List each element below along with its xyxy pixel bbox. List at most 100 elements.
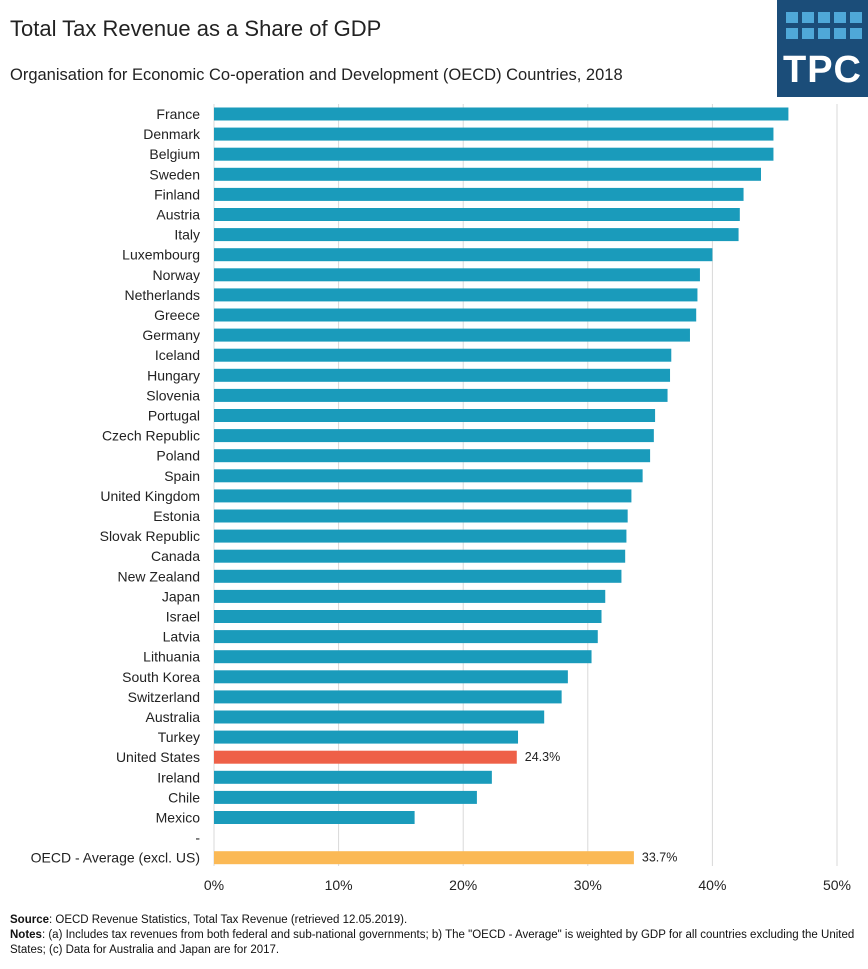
- bar-chart: 0% 10% 20% 30% 40% 50% France Denmark Belgium Swe…: [31, 104, 851, 893]
- logo-square: [802, 28, 814, 39]
- category-label: Switzerland: [128, 689, 200, 705]
- bar: [214, 650, 592, 664]
- category-label: Chile: [168, 789, 200, 805]
- notes: Notes: (a) Includes tax revenues from bo…: [10, 928, 860, 958]
- bar: [214, 348, 672, 362]
- data-label: 33.7%: [642, 851, 677, 865]
- bar: [214, 670, 568, 684]
- logo-square: [786, 28, 798, 39]
- category-label: -: [195, 830, 200, 846]
- bar: [214, 127, 774, 141]
- bar: [214, 549, 626, 563]
- category-label: Greece: [154, 307, 200, 323]
- bar: [214, 388, 668, 402]
- chart-title: Total Tax Revenue as a Share of GDP: [10, 16, 382, 41]
- notes-label: Notes: [10, 929, 42, 941]
- category-label: OECD - Average (excl. US): [31, 850, 200, 866]
- category-label: Canada: [151, 548, 200, 564]
- bar: [214, 529, 627, 543]
- category-label: Israel: [166, 609, 200, 625]
- bar: [214, 187, 744, 201]
- bar: [214, 449, 651, 463]
- bar: [214, 208, 740, 221]
- bar: [214, 308, 697, 322]
- bar: [214, 268, 700, 282]
- category-label: Denmark: [143, 126, 201, 142]
- bar: [214, 368, 671, 382]
- x-tick-label: 30%: [574, 877, 602, 893]
- bar: [214, 107, 789, 121]
- bar: [214, 690, 562, 704]
- category-label: Slovak Republic: [100, 528, 200, 544]
- logo-square: [786, 12, 798, 23]
- category-label: Poland: [156, 448, 200, 464]
- bar: [214, 610, 602, 623]
- category-label: Slovenia: [146, 387, 200, 403]
- logo-square: [818, 28, 830, 39]
- x-tick-label: 0%: [204, 877, 224, 893]
- bar: [214, 489, 632, 503]
- x-tick-label: 20%: [449, 877, 477, 893]
- source-label: Source: [10, 914, 49, 926]
- source-text: : OECD Revenue Statistics, Total Tax Rev…: [49, 914, 408, 926]
- logo-square: [834, 28, 846, 39]
- category-label: Czech Republic: [102, 428, 200, 444]
- category-label: Norway: [153, 267, 200, 283]
- category-label: Luxembourg: [122, 247, 200, 263]
- category-label: Japan: [162, 588, 200, 604]
- category-label: Portugal: [148, 408, 200, 424]
- data-label: 24.3%: [525, 750, 560, 764]
- bar: [214, 750, 517, 764]
- x-tick-label: 10%: [325, 877, 353, 893]
- bar: [214, 509, 628, 523]
- source-note: Source: OECD Revenue Statistics, Total T…: [10, 913, 860, 928]
- bar: [214, 228, 739, 242]
- bar: [214, 811, 415, 824]
- category-label: Germany: [142, 327, 200, 343]
- logo-square: [834, 12, 846, 23]
- footnotes: Source: OECD Revenue Statistics, Total T…: [10, 913, 860, 958]
- category-label: Belgium: [149, 146, 200, 162]
- category-label: New Zealand: [118, 568, 201, 584]
- category-label: Mexico: [156, 810, 201, 826]
- category-label: Hungary: [147, 367, 200, 383]
- bar: [214, 770, 492, 784]
- bar: [214, 851, 634, 865]
- x-tick-label: 50%: [823, 877, 851, 893]
- bar: [214, 248, 713, 262]
- logo-square: [850, 28, 862, 39]
- category-label: Lithuania: [143, 649, 200, 665]
- category-label: Sweden: [149, 166, 200, 182]
- category-label: United Kingdom: [100, 488, 200, 504]
- category-label: Ireland: [157, 769, 200, 785]
- bar: [214, 710, 545, 724]
- bar: [214, 790, 477, 804]
- category-label: Turkey: [158, 729, 200, 745]
- category-label: United States: [116, 749, 200, 765]
- category-label: Latvia: [163, 629, 201, 645]
- bar: [214, 630, 598, 644]
- x-tick-label: 40%: [698, 877, 726, 893]
- bar: [214, 288, 698, 302]
- bar: [214, 569, 622, 583]
- logo-square: [818, 12, 830, 23]
- bar: [214, 167, 761, 181]
- bar: [214, 730, 519, 744]
- category-label: France: [156, 106, 200, 122]
- chart-subtitle: Organisation for Economic Co-operation a…: [10, 66, 623, 84]
- bar: [214, 147, 774, 161]
- category-label: Australia: [146, 709, 201, 725]
- logo-square: [802, 12, 814, 23]
- category-label: Estonia: [153, 508, 200, 524]
- bar: [214, 429, 654, 443]
- category-label: Finland: [154, 186, 200, 202]
- tpc-logo: TPC: [777, 0, 868, 97]
- logo-square: [850, 12, 862, 23]
- bar: [214, 328, 690, 342]
- category-label: South Korea: [122, 669, 200, 685]
- category-label: Netherlands: [125, 287, 201, 303]
- category-label: Italy: [174, 227, 200, 243]
- bar: [214, 469, 643, 483]
- category-label: Iceland: [155, 347, 200, 363]
- logo-text: TPC: [783, 49, 862, 91]
